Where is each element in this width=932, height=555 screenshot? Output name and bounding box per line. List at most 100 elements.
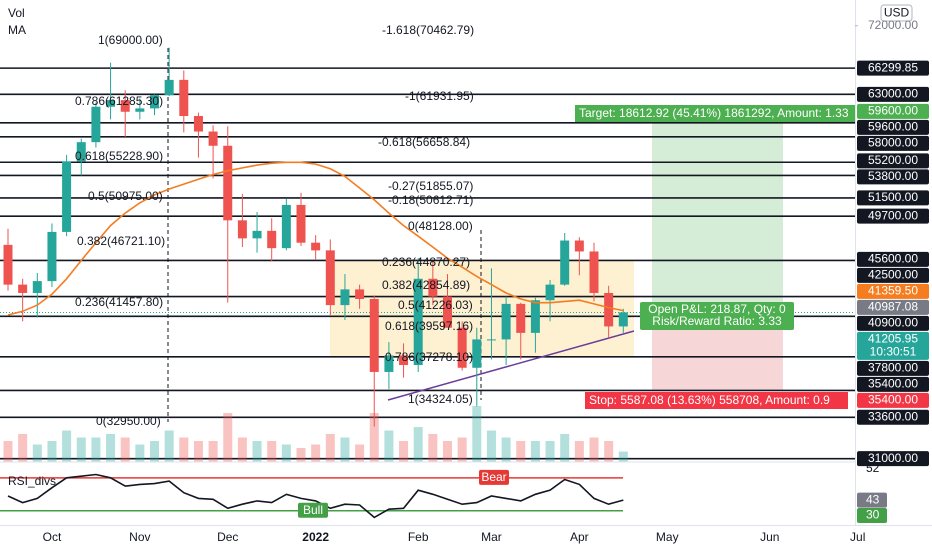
price-box [857,103,929,119]
price-box-label: 35400.00 [868,393,918,407]
candle-body [501,303,511,340]
price-box [857,299,929,315]
volume-bar [325,434,335,462]
x-tick-label: 2022 [302,530,329,544]
candle-body [47,231,57,282]
price-box [857,135,929,151]
price-box-label: 45600.00 [868,252,918,266]
volume-bar [530,441,540,462]
candle-body [428,278,438,297]
pnl-label: Open P&L: 218.87, Qty: 0 [648,302,786,316]
volume-bar [355,444,365,462]
indicator-ma: MA [8,23,26,37]
candle-body [340,289,350,306]
target-label: Target: 18612.92 (45.41%) 1861292, Amoun… [579,106,849,120]
volume-bar [3,441,13,462]
candle-body [399,355,409,366]
candle-body [150,95,159,109]
price-box [857,315,929,331]
candle-body [193,115,203,132]
price-box-label: 33600.00 [868,409,918,423]
candle-body [486,339,496,341]
x-tick-label: Dec [217,530,238,544]
price-box [857,392,929,408]
candle-body [76,142,86,162]
x-tick-label: May [656,530,679,544]
rsi-tag-bg [298,502,328,518]
fib-label: 0.786(37278.10) [385,350,473,364]
candle-body [413,278,423,366]
rsi-scale-label: 52 [866,461,880,475]
stop-label-bg [585,392,848,409]
fib-label: 1(69000.00) [98,33,163,47]
fib-label: 0.5(41226.03) [398,298,473,312]
price-box-label: 66299.85 [868,60,918,74]
volume-bar [47,441,57,462]
candle-body [355,289,365,300]
volume-bar [252,441,262,462]
x-tick-label: Jul [850,530,865,544]
volume-bar [164,430,174,462]
price-box-label: 40987.08 [868,300,918,314]
trend-line [387,330,635,401]
volume-bar [369,413,379,462]
price-box [857,451,929,467]
candle-body [18,284,28,293]
fib-label: 0.382(46721.10) [77,234,165,248]
candle-body [457,327,467,368]
volume-bar [618,451,628,462]
target-zone [652,122,783,313]
candle-body [208,131,218,146]
rsi-tag: Bear [481,470,506,484]
candle-body [311,242,321,251]
volume-bar [516,441,526,462]
candle-body [560,240,570,285]
volume-bar [399,441,409,462]
fib-label: 1(34324.05) [408,392,473,406]
pnl-label-bg [640,302,794,330]
ma-line [7,161,624,316]
price-box-label: 35400.00 [868,377,918,391]
candle-body [443,296,452,328]
rsi-value-box [857,492,887,508]
fib-label: -1(61931.95) [405,89,474,103]
price-box [857,251,929,267]
x-tick-label: Oct [43,530,62,544]
volume-bar [501,437,511,462]
volume-bar [486,430,496,462]
volume-bar [91,437,101,462]
candle-body [472,339,482,368]
volume-bar [457,437,467,462]
price-box [857,190,929,206]
volume-bar [384,430,394,462]
candle-body [62,161,72,232]
price-box-label: 31000.00 [868,451,918,465]
x-tick-label: Nov [129,530,150,544]
rsi-value: 43 [866,492,880,506]
price-box [857,208,929,224]
volume-bar [472,406,482,462]
candle-body [252,230,262,239]
price-box-label: 59600.00 [868,104,918,118]
candle-body [267,230,277,249]
candle-body [589,251,599,293]
range-box [330,260,634,357]
volume-bar [120,437,130,462]
candle-body [369,299,379,372]
price-box [857,169,929,185]
price-box [857,360,929,376]
candle-body [135,108,145,112]
volume-bar [413,427,423,462]
candle-body [32,281,42,293]
candle-body [3,244,13,285]
fib-label: 0.5(50975.00) [88,189,163,203]
rsi-tag: Bull [303,503,323,517]
candle-body [545,284,555,301]
candle-body [179,79,189,116]
rsi-level-box [857,508,887,523]
volume-bar [340,437,350,462]
rr-label: Risk/Reward Ratio: 3.33 [652,314,782,328]
fib-label: 0.618(39597.16) [385,319,473,333]
